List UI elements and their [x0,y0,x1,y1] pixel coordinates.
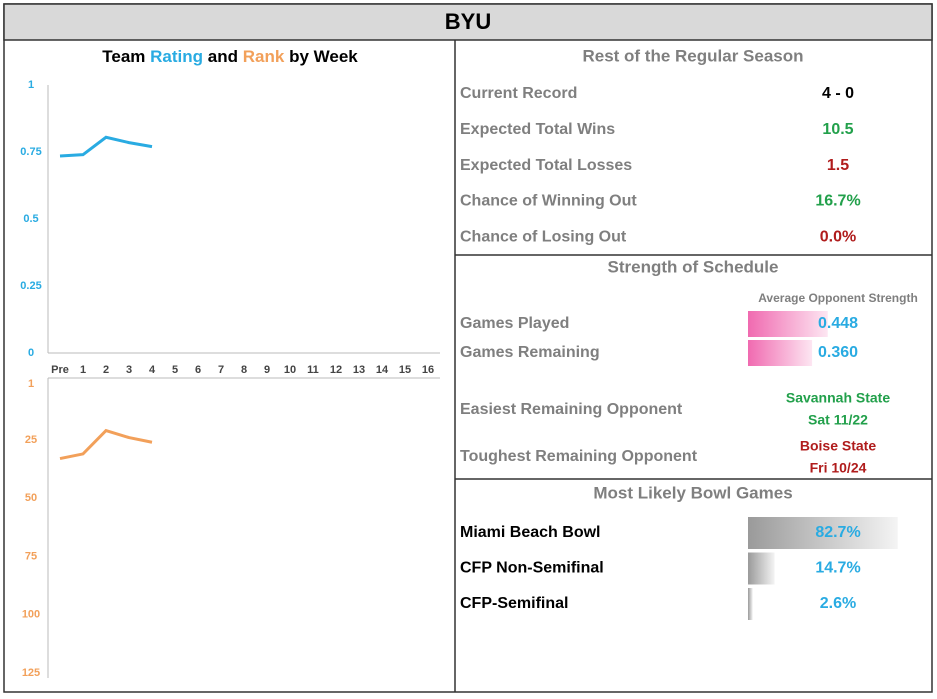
x-tick-label: Pre [51,364,69,376]
row-label: Games Played [460,315,569,332]
x-tick-label: 13 [353,364,365,376]
x-tick-label: 14 [376,364,389,376]
title-word: and [208,47,238,66]
y-tick-label: 75 [25,550,37,562]
series-line [59,428,153,461]
x-tick-label: 10 [284,364,296,376]
series-line [59,135,153,158]
x-tick-label: 6 [195,364,201,376]
strength-bar [748,340,813,366]
bowl-bar [748,588,753,620]
y-tick-label: 1 [28,79,34,91]
row-value: 0.448 [818,315,858,332]
x-tick-label: 8 [241,364,247,376]
row-value: 1.5 [827,157,849,174]
strength-bar [748,311,828,337]
x-tick-label: 9 [264,364,270,376]
x-tick-label: 1 [80,364,86,376]
opponent-date: Sat 11/22 [808,412,868,428]
row-value: 16.7% [815,193,860,210]
row-value: 0.360 [818,344,858,361]
x-tick-label: 7 [218,364,224,376]
row-value: 82.7% [815,524,860,541]
row-value: 4 - 0 [822,85,854,102]
x-tick-label: 12 [330,364,342,376]
y-tick-label: 1 [28,378,34,390]
row-value: 14.7% [815,560,860,577]
y-tick-label: 125 [22,667,40,679]
row-label: Chance of Winning Out [460,193,637,210]
y-tick-label: 0 [28,347,34,359]
header-title: BYU [445,9,491,34]
x-tick-label: 3 [126,364,132,376]
row-label: CFP Non-Semifinal [460,560,604,577]
row-label: CFP-Semifinal [460,595,568,612]
row-label: Expected Total Wins [460,121,615,138]
row-label: Easiest Remaining Opponent [460,401,683,418]
row-value: 0.0% [820,228,856,245]
row-label: Expected Total Losses [460,157,632,174]
row-label: Toughest Remaining Opponent [460,448,698,465]
header-bg [3,3,933,41]
opponent-date: Fri 10/24 [810,460,867,476]
column-label: Average Opponent Strength [758,291,918,305]
opponent: Savannah State [786,390,890,406]
bowl-bar [748,552,775,585]
y-tick-label: 0.75 [20,146,41,158]
chart-title: Team Rating and Rank by Week [102,47,358,66]
row-label: Miami Beach Bowl [460,524,600,541]
x-tick-label: 4 [149,364,156,376]
bowl-bar [748,517,898,549]
title-word: by Week [289,47,358,66]
x-tick-label: 15 [399,364,411,376]
section-title: Strength of Schedule [608,257,779,276]
legend-word: Rating [150,47,203,66]
x-tick-label: 5 [172,364,178,376]
opponent: Boise State [800,438,876,454]
y-tick-label: 100 [22,609,40,621]
x-tick-label: 16 [422,364,434,376]
y-tick-label: 25 [25,434,37,446]
y-tick-label: 50 [25,492,37,504]
row-value: 10.5 [822,121,853,138]
section-title: Most Likely Bowl Games [593,483,792,502]
row-label: Chance of Losing Out [460,228,627,245]
section-title: Rest of the Regular Season [582,46,803,65]
legend-word: Rank [243,47,285,66]
x-tick-label: 11 [307,364,319,376]
row-label: Current Record [460,85,577,102]
title-word: Team [102,47,145,66]
y-tick-label: 0.25 [20,280,41,292]
x-tick-label: 2 [103,364,109,376]
row-value: 2.6% [820,595,856,612]
y-tick-label: 0.5 [23,213,38,225]
row-label: Games Remaining [460,344,600,361]
